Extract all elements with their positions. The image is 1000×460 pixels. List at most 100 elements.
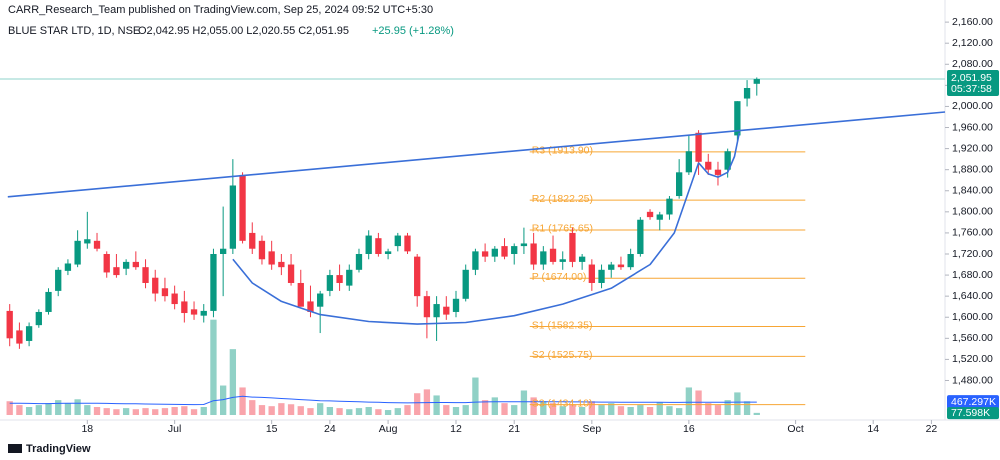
y-tick-label: 1,520.00 bbox=[952, 353, 993, 365]
candle-body bbox=[25, 326, 33, 341]
candle-body bbox=[6, 310, 13, 339]
volume-bar bbox=[666, 406, 673, 415]
volume-bar bbox=[307, 408, 314, 415]
y-tick-label: 2,160.00 bbox=[952, 16, 993, 28]
volume-bar bbox=[93, 407, 101, 415]
candle-body bbox=[326, 275, 334, 291]
volume-bar bbox=[578, 407, 586, 415]
countdown: 05:37:58 bbox=[951, 83, 992, 95]
volume-bar bbox=[16, 405, 23, 415]
candle-body bbox=[181, 301, 188, 314]
y-tick-label: 1,600.00 bbox=[952, 311, 993, 323]
volume-bar bbox=[74, 399, 81, 415]
x-tick-label: 22 bbox=[926, 423, 938, 435]
candle-body bbox=[559, 259, 566, 262]
candle-body bbox=[229, 185, 237, 249]
candle-body bbox=[695, 132, 702, 162]
candle-body bbox=[646, 211, 654, 218]
volume-bar bbox=[258, 405, 266, 415]
candle-body bbox=[45, 291, 52, 312]
volume-bar bbox=[190, 409, 198, 415]
volume-ma-line bbox=[9, 395, 757, 406]
candle-body bbox=[511, 246, 518, 254]
pivot-label: S3 (1434.10) bbox=[532, 397, 593, 409]
candle-body bbox=[200, 310, 207, 316]
x-tick-label: Aug bbox=[379, 423, 398, 435]
pivot-label: S1 (1582.35) bbox=[532, 319, 593, 331]
candle-body bbox=[705, 161, 712, 170]
candle-body bbox=[84, 239, 91, 244]
candle-body bbox=[617, 264, 625, 268]
volume-bar bbox=[452, 407, 460, 415]
volume-bar bbox=[103, 408, 110, 415]
x-tick-label: Sep bbox=[582, 423, 601, 435]
y-tick-label: 1,720.00 bbox=[952, 248, 993, 260]
y-tick-label: 1,760.00 bbox=[952, 227, 993, 239]
volume-bar bbox=[317, 403, 324, 415]
y-tick-label: 2,120.00 bbox=[952, 37, 993, 49]
volume-bar bbox=[637, 405, 644, 415]
candle-body bbox=[287, 264, 295, 283]
volume-bar bbox=[520, 390, 528, 415]
pivot-label: R2 (1822.25) bbox=[532, 193, 593, 205]
volume-bar bbox=[210, 319, 217, 415]
candle-body bbox=[210, 253, 217, 311]
candle-body bbox=[317, 293, 324, 307]
volume-bar bbox=[64, 403, 72, 415]
candle-body bbox=[64, 263, 72, 271]
volume-ma-label: 467.297K bbox=[951, 396, 996, 408]
volume-bar bbox=[743, 401, 751, 415]
volume-bar bbox=[55, 400, 62, 415]
volume-bar bbox=[113, 409, 120, 415]
candle-body bbox=[365, 235, 372, 254]
candle-body bbox=[734, 101, 741, 136]
volume-bar bbox=[627, 407, 634, 415]
y-tick-label: 1,480.00 bbox=[952, 374, 993, 386]
candle-body bbox=[297, 282, 304, 307]
candle-body bbox=[714, 169, 722, 175]
volume-bar bbox=[355, 408, 363, 415]
candle-body bbox=[384, 251, 392, 254]
x-tick-label: 12 bbox=[450, 423, 462, 435]
candle-body bbox=[346, 269, 353, 286]
pivot-label: R1 (1765.65) bbox=[532, 223, 593, 235]
volume-bar bbox=[608, 403, 615, 415]
handle-curve bbox=[697, 132, 741, 178]
volume-bar bbox=[433, 395, 440, 415]
candle-body bbox=[414, 256, 421, 297]
volume-ma-label-box bbox=[947, 395, 999, 410]
candle-body bbox=[743, 87, 751, 99]
candle-body bbox=[278, 261, 285, 268]
candle-body bbox=[656, 214, 663, 220]
volume-bar bbox=[404, 405, 411, 415]
y-tick-label: 1,800.00 bbox=[952, 206, 993, 218]
candle-body bbox=[608, 264, 615, 270]
cup-curve bbox=[232, 162, 700, 325]
candle-body bbox=[122, 261, 130, 269]
logo-icon bbox=[8, 444, 22, 453]
candle-body bbox=[35, 311, 42, 326]
candle-body bbox=[190, 309, 198, 315]
volume-bar bbox=[161, 408, 169, 415]
symbol: BLUE STAR LTD, 1D, NSE bbox=[8, 25, 140, 37]
candle-body bbox=[103, 253, 110, 273]
x-tick-label: 14 bbox=[867, 423, 879, 435]
candle-body bbox=[355, 253, 363, 270]
candle-body bbox=[16, 330, 23, 344]
x-tick-label: Oct bbox=[787, 423, 803, 435]
logo-text: TradingView bbox=[26, 443, 91, 455]
volume-bar bbox=[229, 349, 237, 415]
volume-bar bbox=[676, 408, 683, 415]
candle-body bbox=[161, 288, 169, 297]
candle-body bbox=[336, 275, 343, 283]
candle-body bbox=[219, 248, 227, 254]
candle-body bbox=[588, 264, 595, 283]
candle-body bbox=[258, 240, 266, 260]
candle-body bbox=[74, 240, 81, 265]
x-tick-label: Jul bbox=[168, 423, 181, 435]
volume-bar bbox=[443, 405, 450, 415]
candle-body bbox=[249, 232, 256, 249]
volume-bar bbox=[714, 405, 722, 415]
volume-bar bbox=[152, 409, 159, 415]
